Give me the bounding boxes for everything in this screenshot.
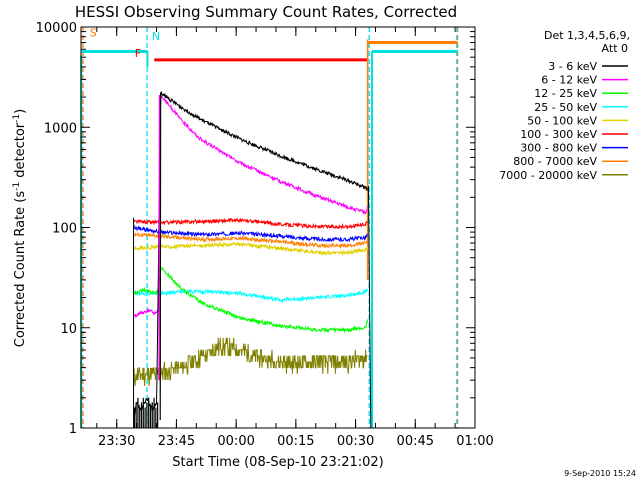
x-tick-label: 00:00 (217, 434, 254, 449)
x-tick-label: 01:00 (456, 434, 493, 449)
x-tick-label: 23:30 (98, 434, 135, 449)
series-line (133, 217, 369, 230)
series-line (133, 337, 368, 386)
legend-label: 300 - 800 keV (520, 142, 597, 155)
flag-label-f: F (135, 47, 141, 60)
x-tick-label: 00:15 (277, 434, 314, 449)
flag-label-n: N (152, 30, 160, 43)
y-tick-label: 10000 (36, 21, 77, 36)
chart-title: HESSI Observing Summary Count Rates, Cor… (75, 3, 457, 21)
data-end-edge (367, 185, 372, 429)
y-axis-label: Corrected Count Rate (s-1 detector-1) (12, 109, 28, 347)
series-line (133, 266, 369, 334)
y-axis: 1 10 100 1000 10000 (36, 21, 475, 437)
legend-label: 100 - 300 keV (520, 128, 597, 141)
series-layer (133, 91, 372, 429)
legend-label: 50 - 100 keV (527, 114, 597, 127)
legend-label: 12 - 25 keV (534, 87, 597, 100)
x-axis-label: Start Time (08-Sep-10 23:21:02) (172, 455, 383, 470)
x-tick-label: 00:45 (397, 434, 434, 449)
series-line (133, 288, 369, 304)
series-line (133, 231, 369, 249)
y-tick-label: 10 (60, 322, 77, 337)
legend-label: 7000 - 20000 keV (499, 169, 597, 182)
legend-label: 800 - 7000 keV (513, 155, 597, 168)
series-line (133, 224, 369, 243)
legend-label: 6 - 12 keV (541, 74, 597, 87)
timestamp: 9-Sep-2010 15:24 (564, 469, 636, 478)
x-tick-label: 00:30 (337, 434, 374, 449)
series-line (133, 91, 369, 421)
x-tick-label: 23:45 (158, 434, 195, 449)
y-tick-label: 1000 (44, 121, 77, 136)
series-line (133, 95, 369, 319)
x-axis: 23:30 23:45 00:00 00:15 00:30 00:45 01:00 (96, 27, 494, 449)
legend-subheader: Att 0 (602, 42, 628, 55)
legend-header: Det 1,3,4,5,6,9, (544, 29, 630, 42)
legend-label: 25 - 50 keV (534, 101, 597, 114)
y-tick-label: 100 (52, 222, 77, 237)
y-tick-label: 1 (69, 422, 77, 437)
legend-label: 3 - 6 keV (548, 60, 597, 73)
series-line (133, 241, 369, 257)
flag-label-s: S (90, 27, 97, 40)
